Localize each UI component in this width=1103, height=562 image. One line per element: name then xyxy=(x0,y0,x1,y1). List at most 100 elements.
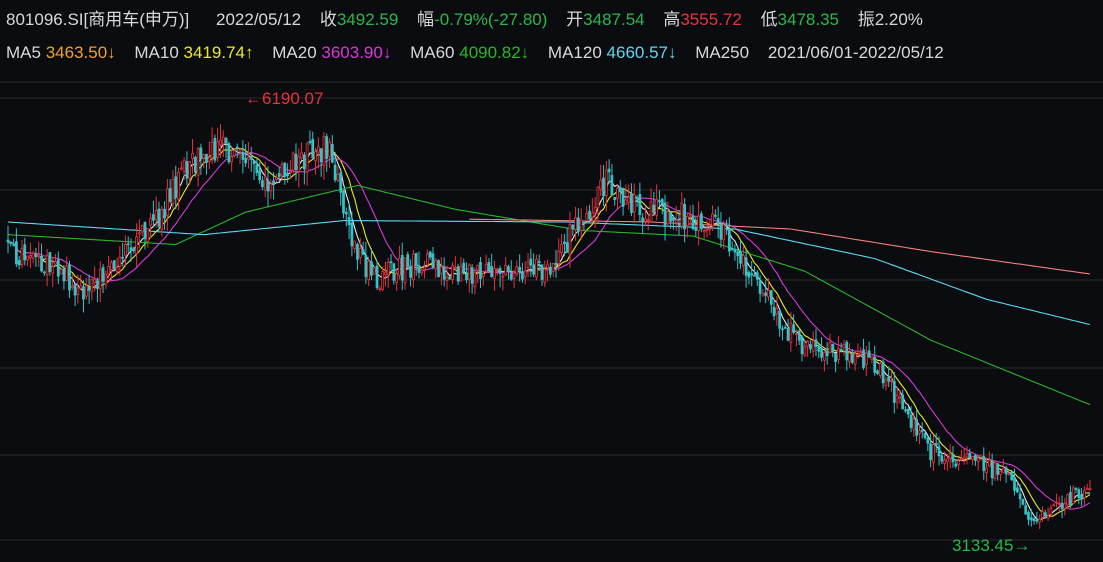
candle xyxy=(465,262,468,284)
security-code: 801096.SI[商用车(申万)] xyxy=(6,10,190,29)
candle-body xyxy=(174,176,178,198)
candle-body xyxy=(1024,505,1028,515)
candle xyxy=(926,436,930,452)
candle xyxy=(1015,483,1019,494)
candle-body xyxy=(512,272,516,279)
candle xyxy=(15,228,18,268)
candle xyxy=(70,274,74,291)
candle-body xyxy=(618,187,622,193)
candle xyxy=(1066,493,1070,509)
candle xyxy=(300,142,303,160)
candle xyxy=(129,238,133,262)
candle-body xyxy=(216,141,220,158)
candle-body xyxy=(551,262,555,272)
candle-body xyxy=(937,446,941,457)
candle xyxy=(1021,498,1025,506)
candle xyxy=(823,351,826,372)
candle-body xyxy=(892,380,896,403)
candle-body xyxy=(990,461,994,479)
candle-body xyxy=(646,219,650,222)
candle xyxy=(624,184,628,205)
candle xyxy=(26,255,29,267)
chart-grid xyxy=(0,81,1103,541)
candle-body xyxy=(582,221,586,225)
candle xyxy=(185,151,189,185)
candle-body xyxy=(188,161,192,180)
candle xyxy=(990,453,994,486)
candle-body xyxy=(613,196,617,200)
candle-body xyxy=(599,179,603,190)
candle xyxy=(302,152,306,185)
candle-body xyxy=(269,183,273,192)
candle-body xyxy=(563,241,566,245)
candle-body xyxy=(56,259,60,277)
candle xyxy=(565,228,569,253)
candle xyxy=(149,212,152,238)
candle-body xyxy=(101,267,105,282)
candle-body xyxy=(28,255,32,258)
candle xyxy=(356,242,359,271)
candle-body xyxy=(1035,519,1039,522)
candle-body xyxy=(602,177,605,197)
candle-body xyxy=(356,243,359,260)
candle-body xyxy=(934,443,938,446)
candle xyxy=(937,436,941,466)
candle xyxy=(582,220,586,231)
candle xyxy=(420,267,424,276)
candle-body xyxy=(76,287,80,295)
candle-body xyxy=(34,254,38,257)
candle xyxy=(828,333,832,354)
candle xyxy=(987,451,991,468)
candle xyxy=(48,251,52,276)
candle xyxy=(686,214,689,238)
candle-body xyxy=(839,349,843,351)
candle-body xyxy=(412,253,415,281)
candle xyxy=(795,329,798,347)
candle-body xyxy=(672,217,675,221)
kline-chart[interactable]: ←6190.07 3133.45→ xyxy=(0,70,1103,562)
candle xyxy=(12,238,15,247)
candle-body xyxy=(484,263,488,272)
candle xyxy=(571,224,575,236)
candle-body xyxy=(540,264,544,280)
candle xyxy=(171,170,175,208)
candle xyxy=(73,283,77,307)
candle xyxy=(230,145,234,172)
candle-body xyxy=(725,224,728,227)
candle-body xyxy=(493,268,496,279)
candle xyxy=(641,213,645,234)
candle-body xyxy=(873,356,877,373)
candle xyxy=(448,276,452,280)
candle-body xyxy=(1010,471,1014,481)
candle-body xyxy=(590,212,594,218)
candle xyxy=(549,262,552,278)
candle-body xyxy=(1046,515,1050,519)
candle-body xyxy=(652,204,656,213)
candle xyxy=(758,275,762,303)
candle xyxy=(1035,511,1039,525)
candle xyxy=(725,219,728,235)
candle xyxy=(202,153,206,169)
candle xyxy=(1018,484,1022,509)
range-separator: - xyxy=(852,43,859,62)
candle xyxy=(431,247,435,270)
candle xyxy=(135,223,138,268)
candle-body xyxy=(140,225,144,233)
candle-body xyxy=(853,353,857,365)
candle-body xyxy=(560,244,563,254)
candle-body xyxy=(333,164,337,181)
candle-body xyxy=(213,137,217,161)
candle xyxy=(644,206,647,227)
candle xyxy=(378,285,382,292)
candle xyxy=(803,339,807,358)
candle-body xyxy=(811,340,815,352)
candle xyxy=(1001,459,1005,473)
candle xyxy=(473,267,477,295)
candle xyxy=(529,248,533,277)
candle xyxy=(876,369,879,375)
candle-body xyxy=(322,135,326,167)
candle xyxy=(1074,486,1078,494)
candle-body xyxy=(490,266,494,278)
candle-body xyxy=(473,271,477,288)
candle-body xyxy=(364,255,368,278)
